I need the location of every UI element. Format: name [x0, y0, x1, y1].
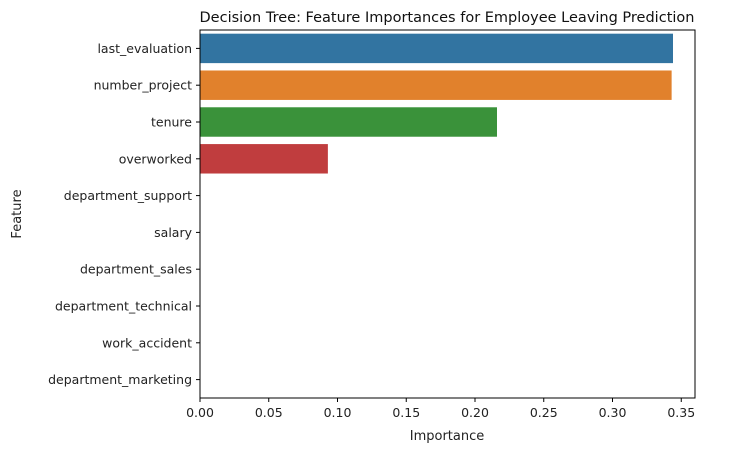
y-tick-label: department_technical [55, 299, 192, 314]
y-tick-label: tenure [151, 115, 192, 130]
x-tick-label: 0.10 [324, 405, 352, 420]
y-tick-label: department_sales [80, 262, 192, 277]
bar-last-evaluation [200, 33, 673, 64]
y-tick-label: work_accident [102, 335, 192, 350]
y-tick-label: overworked [119, 151, 192, 166]
x-tick-label: 0.15 [392, 405, 420, 420]
y-axis-title: Feature [10, 189, 25, 238]
y-tick-label: department_support [64, 188, 192, 203]
x-tick-label: 0.35 [667, 405, 695, 420]
x-tick-label: 0.05 [255, 405, 283, 420]
y-tick-label: salary [154, 225, 192, 240]
y-tick-label: number_project [94, 78, 193, 93]
y-tick-label: last_evaluation [97, 41, 192, 56]
x-tick-label: 0.25 [530, 405, 558, 420]
chart-title: Decision Tree: Feature Importances for E… [200, 10, 695, 26]
y-tick-label: department_marketing [48, 372, 192, 387]
plot-area-frame [199, 29, 696, 399]
bar-number-project [200, 70, 672, 100]
bar-tenure [200, 107, 497, 137]
x-axis-title: Importance [410, 429, 485, 444]
x-tick-label: 0.20 [461, 405, 489, 420]
bar-overworked [200, 144, 328, 174]
bars-group [200, 33, 673, 174]
x-axis-ticks: 0.00 0.05 0.10 0.15 0.20 0.25 0.30 0.35 [186, 398, 695, 420]
x-tick-label: 0.30 [599, 405, 627, 420]
x-tick-label: 0.00 [186, 405, 214, 420]
